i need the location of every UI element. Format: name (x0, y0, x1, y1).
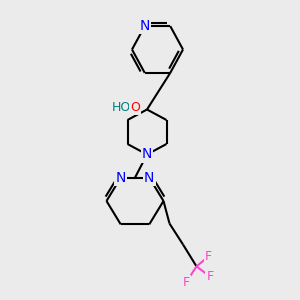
Text: N: N (140, 19, 150, 33)
Text: O: O (130, 100, 140, 114)
Text: N: N (144, 171, 154, 184)
Text: N: N (116, 171, 126, 184)
Text: F: F (205, 250, 212, 263)
Text: N: N (142, 148, 152, 161)
Text: F: F (206, 270, 214, 283)
Text: F: F (182, 276, 190, 289)
Text: HO: HO (112, 100, 131, 114)
